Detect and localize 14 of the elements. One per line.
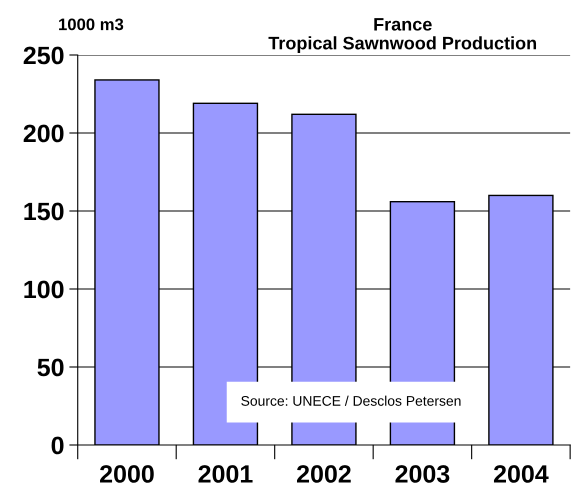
y-tick-label: 150 [24,202,64,220]
y-tick-label: 200 [24,124,64,142]
chart-title: France Tropical Sawnwood Production [268,18,536,54]
annotation: Source: UNECE / Desclos Petersen [241,396,460,406]
y-tick-label: 50 [37,358,64,376]
y-tick-label: 0 [52,436,64,454]
y-tick-label: 250 [24,46,64,64]
y-axis-title: 1000 m3 [59,18,124,30]
x-tick-label: 2003 [395,465,450,483]
x-tick-label: 2000 [100,465,154,483]
y-tick-label: 100 [24,280,64,298]
x-tick-label: 2001 [198,465,253,483]
x-tick-label: 2004 [494,465,549,483]
x-tick-label: 2002 [296,465,351,483]
